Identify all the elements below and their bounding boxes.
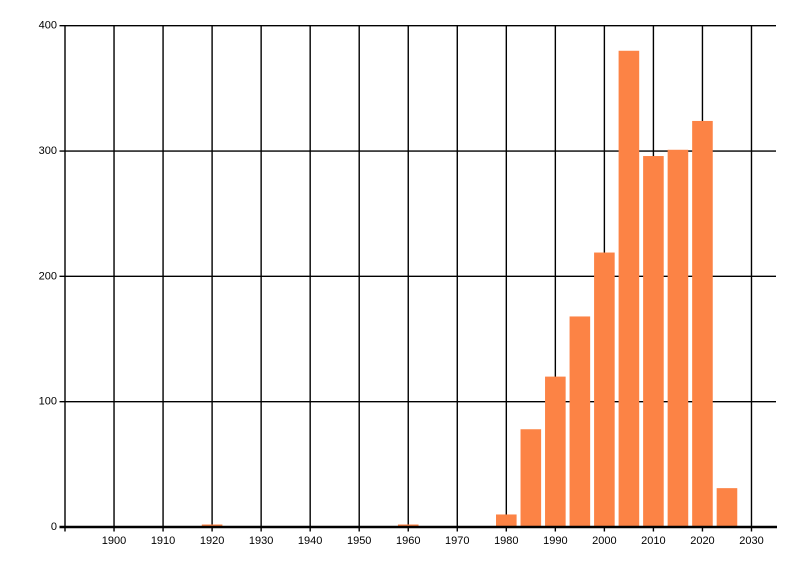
bar-1920 [201,524,223,527]
x-tick-label-1920: 1920 [200,535,224,547]
x-tick-label-1950: 1950 [347,535,371,547]
x-tick-label-1960: 1960 [396,535,420,547]
x-tick-label-1940: 1940 [298,535,322,547]
x-tick-label-1990: 1990 [543,535,567,547]
x-axis-labels: 1900 1910 1920 1930 1940 1950 1960 1970 1980 1990… [102,535,764,547]
bar-2020 [692,120,713,528]
x-tick-label-1930: 1930 [249,535,273,547]
x-tick-label-1970: 1970 [445,535,469,547]
x-tick-label-1900: 1900 [102,535,126,547]
x-tick-label-2030: 2030 [739,535,763,547]
bar-2010 [643,156,664,527]
bar-2025 [716,488,738,527]
y-tick-label-300: 300 [39,145,57,157]
bar-1985 [520,429,542,527]
bars [201,50,738,528]
y-axis-labels: 0 100 200 300 400 [39,20,57,533]
x-tick-label-2010: 2010 [641,535,665,547]
bar-2015 [667,149,689,528]
x-tick-label-1910: 1910 [151,535,175,547]
x-tick-label-2020: 2020 [690,535,714,547]
bar-1960 [397,524,419,527]
y-tick-label-0: 0 [51,521,57,533]
bar-1995 [569,316,591,527]
bar-1980 [496,514,517,527]
x-tick-label-2000: 2000 [592,535,616,547]
bar-1990 [545,376,566,527]
bar-2000 [594,252,615,527]
x-tick-label-1980: 1980 [494,535,518,547]
y-tick-label-400: 400 [39,20,57,32]
y-tick-label-100: 100 [39,396,57,408]
bar-2005 [618,50,640,527]
y-tick-label-200: 200 [39,270,57,282]
